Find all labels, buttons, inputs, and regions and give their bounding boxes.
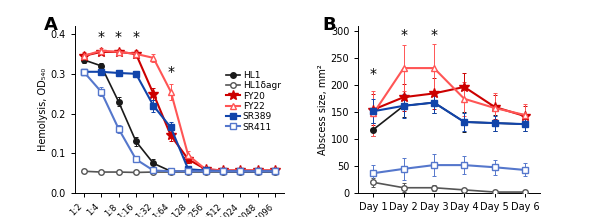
Text: B: B: [322, 16, 335, 34]
Text: *: *: [115, 30, 122, 44]
Text: *: *: [167, 64, 174, 79]
Text: *: *: [430, 28, 437, 42]
Text: *: *: [400, 28, 407, 42]
Text: A: A: [44, 16, 58, 34]
Text: *: *: [133, 30, 139, 44]
Y-axis label: Abscess size, mm²: Abscess size, mm²: [318, 64, 328, 155]
Text: *: *: [98, 30, 104, 44]
Legend: HL1, HL1δagr, FY20, FY22, SR389, SR411: HL1, HL1δagr, FY20, FY22, SR389, SR411: [226, 70, 281, 133]
Y-axis label: Hemolysis, OD₅₄₀: Hemolysis, OD₅₄₀: [38, 68, 48, 151]
Text: *: *: [370, 67, 377, 81]
